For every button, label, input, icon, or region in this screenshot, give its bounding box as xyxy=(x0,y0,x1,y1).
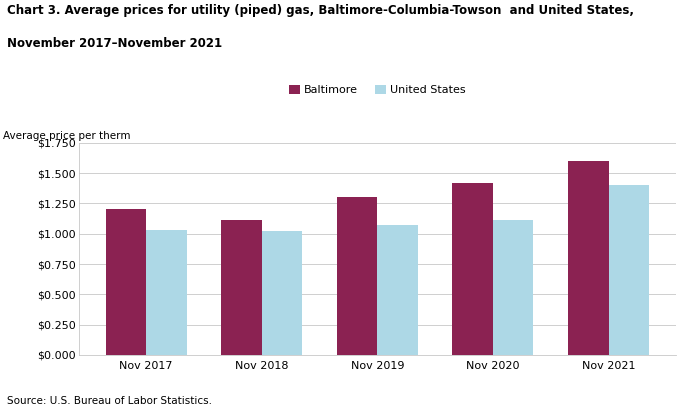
Bar xyxy=(493,220,533,355)
Bar xyxy=(337,197,377,355)
Text: Source: U.S. Bureau of Labor Statistics.: Source: U.S. Bureau of Labor Statistics. xyxy=(7,396,212,406)
Text: Average price per therm: Average price per therm xyxy=(3,131,131,141)
Bar xyxy=(377,225,418,355)
Text: Chart 3. Average prices for utility (piped) gas, Baltimore-Columbia-Towson  and : Chart 3. Average prices for utility (pip… xyxy=(7,4,634,17)
Bar xyxy=(106,209,146,355)
Bar xyxy=(568,161,609,355)
Bar xyxy=(453,183,493,355)
Legend: Baltimore, United States: Baltimore, United States xyxy=(284,80,471,100)
Bar xyxy=(221,220,262,355)
Bar xyxy=(146,230,186,355)
Bar xyxy=(262,231,302,355)
Text: November 2017–November 2021: November 2017–November 2021 xyxy=(7,37,222,50)
Bar xyxy=(609,185,649,355)
